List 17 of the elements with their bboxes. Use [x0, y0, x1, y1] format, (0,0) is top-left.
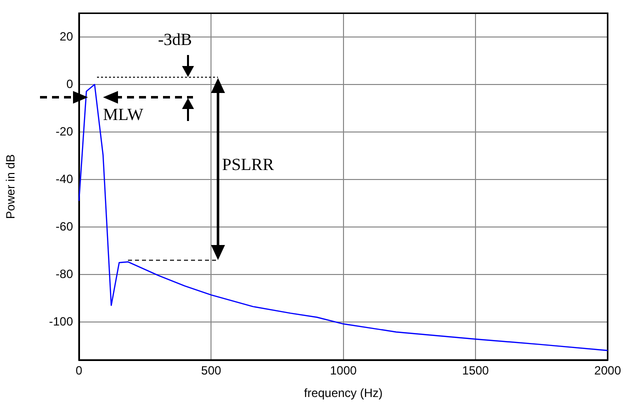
annotation: PSLRR — [222, 155, 274, 175]
x-axis-title: frequency (Hz) — [304, 386, 383, 400]
annotation: -3dB — [158, 30, 192, 50]
y-axis-title: Power in dB — [4, 154, 18, 219]
y-tick-label: -20 — [56, 124, 74, 138]
x-tick-label: 500 — [201, 364, 222, 378]
x-tick-label: 0 — [76, 364, 83, 378]
x-tick-label: 1500 — [462, 364, 490, 378]
y-tick-label: -60 — [56, 219, 74, 234]
y-tick-label: -100 — [48, 314, 74, 328]
annotation: MLW — [103, 105, 144, 125]
y-tick-label: -40 — [56, 172, 74, 186]
y-tick-label: 20 — [60, 29, 74, 44]
x-tick-label: 1000 — [330, 364, 357, 378]
y-tick-label: -80 — [56, 266, 74, 281]
x-tick-label: 2000 — [594, 364, 622, 378]
y-tick-label: 0 — [66, 76, 74, 91]
